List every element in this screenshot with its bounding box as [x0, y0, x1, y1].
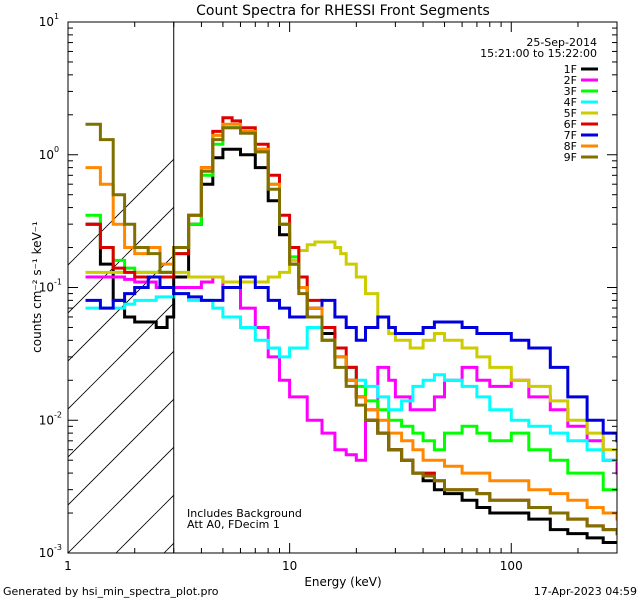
plot-frame: [67, 21, 618, 554]
y-tick-label: 10: [39, 148, 54, 162]
legend-label-7F: 7F: [564, 129, 577, 142]
y-tick-label: 10: [39, 281, 54, 295]
date-label: 25-Sep-2014: [526, 36, 597, 49]
x-tick-label: 100: [500, 559, 523, 573]
series-line-1F: [85, 147, 617, 544]
y-tick-exponent: -3: [54, 543, 62, 552]
series-line-7F: [85, 275, 617, 443]
y-tick-label: 10: [39, 413, 54, 427]
series-line-3F: [85, 126, 617, 492]
hatch-line: [68, 398, 174, 506]
y-tick-exponent: 0: [54, 145, 59, 154]
hatch-line: [115, 494, 174, 553]
time-range-label: 15:21:00 to 15:22:00: [480, 47, 597, 60]
y-tick-exponent: -1: [54, 278, 62, 287]
series-line-2F: [85, 275, 617, 475]
hatch-line: [68, 206, 174, 314]
legend-label-9F: 9F: [564, 151, 577, 164]
footer-timestamp: 17-Apr-2023 04:59: [534, 585, 637, 598]
legend-label-8F: 8F: [564, 140, 577, 153]
y-axis-label: counts cm⁻² s⁻¹ keV⁻¹: [30, 221, 44, 353]
y-tick-label: 10: [39, 546, 54, 560]
y-tick-label: 10: [39, 15, 54, 29]
chart-title: Count Spectra for RHESSI Front Segments: [196, 3, 490, 19]
legend-label-1F: 1F: [564, 63, 577, 76]
hatch-line: [68, 446, 174, 553]
series-layer: [85, 116, 617, 544]
legend-label-5F: 5F: [564, 107, 577, 120]
footer-generated: Generated by hsi_min_spectra_plot.pro: [3, 585, 219, 598]
x-tick-label: 10: [282, 559, 297, 573]
y-tick-exponent: 1: [54, 12, 59, 21]
y-tick-exponent: -2: [54, 410, 62, 419]
legend-label-6F: 6F: [564, 118, 577, 131]
background-note: Includes Background: [187, 507, 302, 520]
legend-label-2F: 2F: [564, 74, 577, 87]
legend-label-4F: 4F: [564, 96, 577, 109]
x-tick-label: 1: [64, 559, 72, 573]
excluded-energy-hatch: [68, 158, 174, 553]
legend-label-3F: 3F: [564, 85, 577, 98]
attenuator-note: Att A0, FDecim 1: [187, 518, 280, 531]
x-axis-label: Energy (keV): [304, 575, 381, 589]
